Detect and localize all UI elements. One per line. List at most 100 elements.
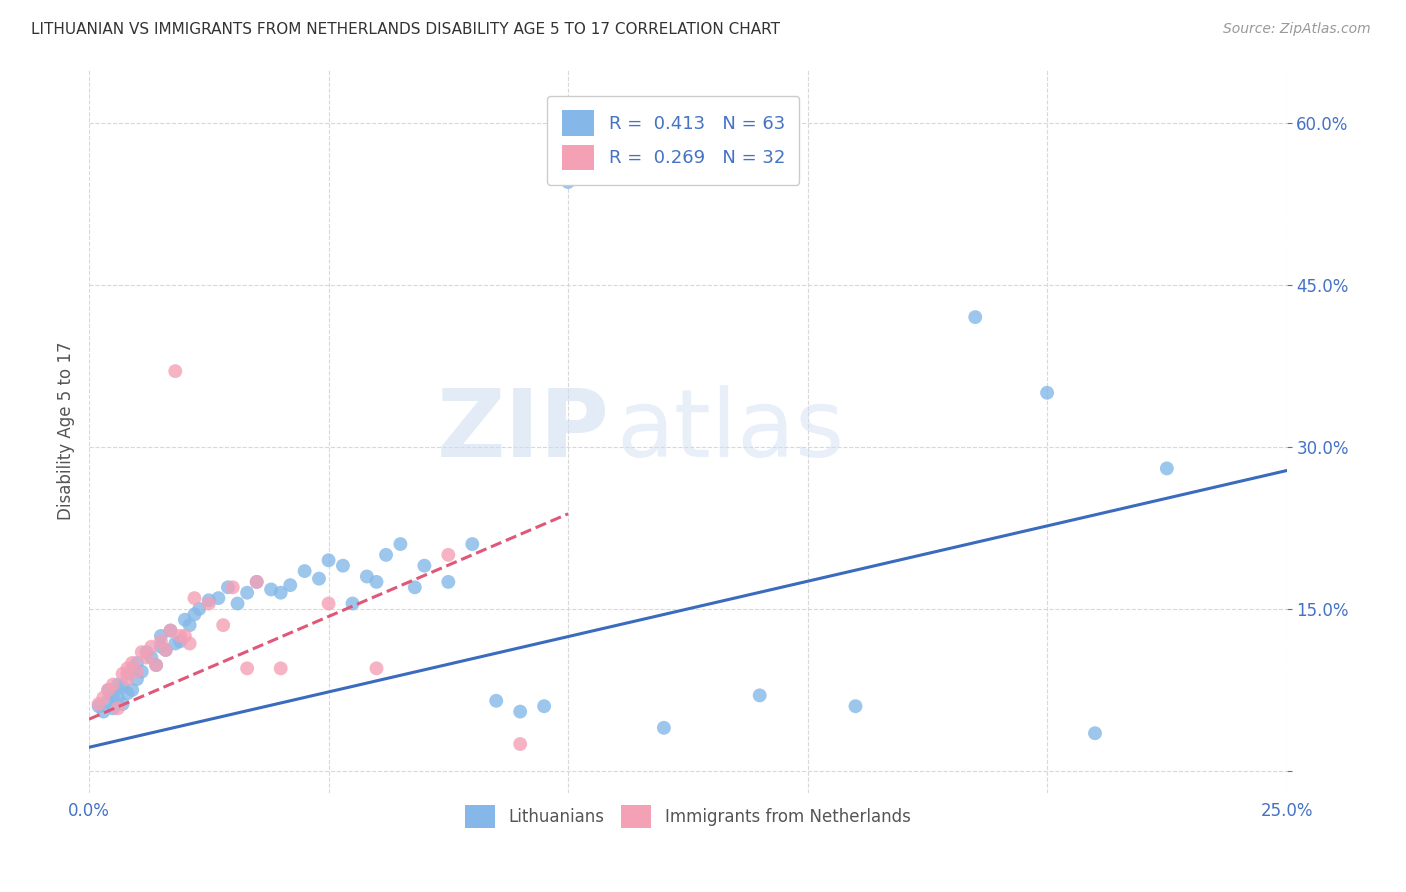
Point	[437, 574, 460, 589]
Point	[125, 665, 148, 679]
Point	[226, 597, 249, 611]
Point	[1036, 385, 1059, 400]
Point	[375, 548, 398, 562]
Point	[179, 618, 201, 632]
Point	[121, 656, 143, 670]
Point	[413, 558, 436, 573]
Point	[165, 364, 187, 378]
Point	[111, 697, 134, 711]
Point	[107, 701, 129, 715]
Point	[278, 578, 301, 592]
Point	[356, 569, 378, 583]
Point	[159, 624, 181, 638]
Point	[533, 699, 555, 714]
Point	[165, 636, 187, 650]
Point	[342, 597, 364, 611]
Point	[135, 650, 157, 665]
Point	[97, 683, 120, 698]
Point	[173, 613, 195, 627]
Point	[121, 661, 143, 675]
Point	[155, 643, 177, 657]
Point	[131, 665, 153, 679]
Point	[212, 618, 235, 632]
Point	[652, 721, 675, 735]
Point	[101, 677, 124, 691]
Point	[198, 593, 221, 607]
Point	[117, 666, 139, 681]
Point	[125, 656, 148, 670]
Point	[437, 548, 460, 562]
Point	[141, 650, 163, 665]
Point	[169, 634, 191, 648]
Point	[107, 690, 129, 705]
Point	[101, 689, 124, 703]
Point	[207, 591, 229, 606]
Point	[1156, 461, 1178, 475]
Point	[149, 640, 172, 654]
Point	[217, 580, 239, 594]
Point	[485, 694, 508, 708]
Point	[318, 553, 340, 567]
Point	[318, 597, 340, 611]
Point	[844, 699, 866, 714]
Point	[366, 574, 388, 589]
Point	[117, 672, 139, 686]
Point	[107, 677, 129, 691]
Point	[270, 661, 292, 675]
Point	[145, 658, 167, 673]
Point	[149, 629, 172, 643]
Point	[509, 705, 531, 719]
Text: LITHUANIAN VS IMMIGRANTS FROM NETHERLANDS DISABILITY AGE 5 TO 17 CORRELATION CHA: LITHUANIAN VS IMMIGRANTS FROM NETHERLAND…	[31, 22, 780, 37]
Point	[145, 658, 167, 673]
Point	[169, 629, 191, 643]
Point	[366, 661, 388, 675]
Point	[389, 537, 412, 551]
Text: ZIP: ZIP	[437, 384, 610, 476]
Y-axis label: Disability Age 5 to 17: Disability Age 5 to 17	[58, 342, 75, 520]
Point	[222, 580, 245, 594]
Point	[236, 585, 259, 599]
Point	[188, 602, 211, 616]
Point	[748, 689, 770, 703]
Point	[179, 636, 201, 650]
Point	[270, 585, 292, 599]
Text: atlas: atlas	[616, 384, 844, 476]
Point	[121, 683, 143, 698]
Point	[183, 607, 205, 622]
Legend: Lithuanians, Immigrants from Netherlands: Lithuanians, Immigrants from Netherlands	[458, 798, 917, 835]
Point	[97, 683, 120, 698]
Point	[294, 564, 316, 578]
Point	[87, 699, 110, 714]
Point	[260, 582, 283, 597]
Point	[101, 701, 124, 715]
Point	[159, 624, 181, 638]
Point	[246, 574, 269, 589]
Point	[93, 690, 115, 705]
Point	[557, 175, 579, 189]
Point	[111, 680, 134, 694]
Point	[1084, 726, 1107, 740]
Point	[155, 643, 177, 657]
Point	[149, 634, 172, 648]
Point	[461, 537, 484, 551]
Point	[236, 661, 259, 675]
Point	[93, 705, 115, 719]
Point	[117, 661, 139, 675]
Point	[111, 666, 134, 681]
Point	[308, 572, 330, 586]
Point	[246, 574, 269, 589]
Point	[173, 629, 195, 643]
Point	[87, 697, 110, 711]
Point	[404, 580, 426, 594]
Point	[125, 672, 148, 686]
Point	[332, 558, 354, 573]
Point	[183, 591, 205, 606]
Point	[965, 310, 987, 324]
Point	[141, 640, 163, 654]
Point	[117, 686, 139, 700]
Point	[509, 737, 531, 751]
Text: Source: ZipAtlas.com: Source: ZipAtlas.com	[1223, 22, 1371, 37]
Point	[198, 597, 221, 611]
Point	[135, 645, 157, 659]
Point	[97, 694, 120, 708]
